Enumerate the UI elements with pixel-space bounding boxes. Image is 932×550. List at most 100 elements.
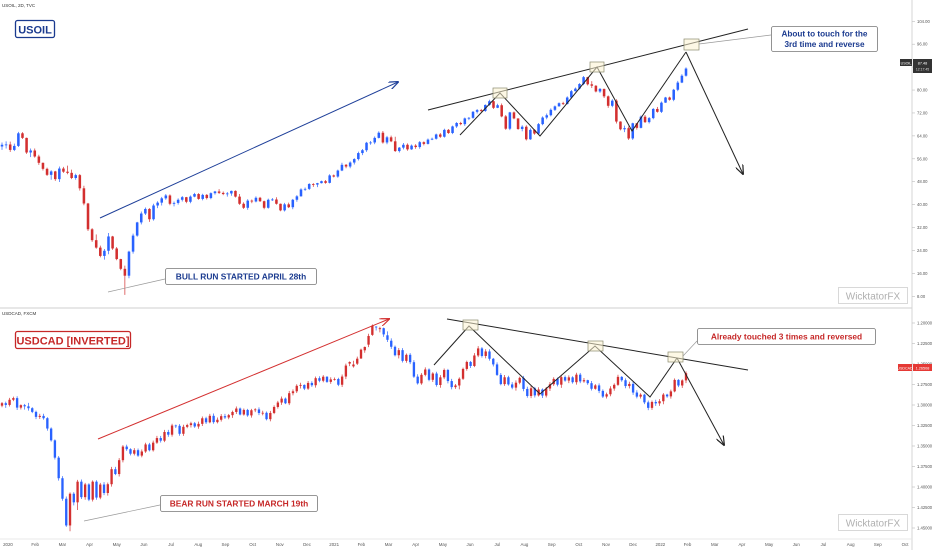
usoil-candle-18 <box>74 173 77 180</box>
usoil-candle-body <box>656 108 659 112</box>
usdcad-candle-175 <box>662 393 665 405</box>
usoil-price-tick-label-7: 48.00 <box>917 179 928 184</box>
usoil-projection-arrow <box>685 51 743 174</box>
usdcad-price-value: 1.26508 <box>916 366 930 370</box>
usoil-candle-33 <box>135 221 139 237</box>
usdcad-candle-body <box>333 379 336 380</box>
usdcad-candle-body <box>12 398 15 400</box>
usdcad-candle-108 <box>408 353 412 365</box>
usoil-candle-158 <box>647 116 651 124</box>
time-tick-label-0: 2020 <box>3 542 13 547</box>
usdcad-candle-104 <box>393 345 397 357</box>
usoil-candle-60 <box>246 199 250 210</box>
usoil-candle-body <box>193 194 196 197</box>
usdcad-candle-17 <box>65 496 68 527</box>
usoil-candle-body <box>447 129 450 134</box>
usoil-candle-133 <box>545 113 549 120</box>
usoil-candle-body <box>336 170 340 177</box>
usoil-candle-body <box>275 199 278 204</box>
usoil-candle-body <box>135 222 139 236</box>
usdcad-candle-150 <box>567 375 571 384</box>
usoil-candle-body <box>664 97 667 103</box>
usoil-candle-body <box>496 105 499 108</box>
usoil-candle-body <box>25 137 28 153</box>
usoil-candle-48 <box>197 193 200 200</box>
usoil-candle-71 <box>291 198 295 210</box>
usoil-candle-53 <box>217 189 221 195</box>
usoil-candle-25 <box>103 249 106 260</box>
usdcad-candle-178 <box>673 378 676 393</box>
usoil-candle-21 <box>86 202 90 231</box>
usoil-candle-body <box>295 196 299 200</box>
usdcad-candle-96 <box>363 346 366 353</box>
usoil-candle-75 <box>307 183 311 191</box>
usdcad-touch-box-1 <box>462 319 479 331</box>
usoil-candle-17 <box>70 169 73 180</box>
bear-run-callout: BEAR RUN STARTED MARCH 19th <box>160 495 318 512</box>
usoil-candle-14 <box>58 166 61 183</box>
usoil-candle-63 <box>258 196 262 203</box>
usdcad-candle-164 <box>620 376 623 382</box>
usoil-candle-body <box>385 137 389 143</box>
usoil-price-tick-label-5: 64.00 <box>917 133 928 138</box>
usdcad-candle-body <box>348 362 351 364</box>
usdcad-candle-43 <box>163 429 166 443</box>
usdcad-candle-48 <box>182 424 185 436</box>
usdcad-candle-body <box>439 377 442 385</box>
usdcad-candle-body <box>344 365 348 377</box>
usdcad-candle-162 <box>613 383 616 391</box>
usoil-price-value: 87.48 <box>918 62 928 66</box>
third-touch-leader <box>698 34 772 45</box>
usoil-candle-body <box>459 122 463 125</box>
usdcad-candle-110 <box>416 374 419 385</box>
usdcad-candle-body <box>250 410 253 416</box>
usdcad-candle-body <box>238 408 242 415</box>
usoil-candle-body <box>254 197 258 202</box>
usoil-candle-body <box>438 134 442 137</box>
usdcad-candle-174 <box>658 399 661 406</box>
usdcad-candle-body <box>442 369 446 378</box>
three-touches-leader <box>682 340 698 357</box>
usdcad-candle-20 <box>76 479 79 511</box>
usdcad-candle-99 <box>374 326 378 331</box>
usoil-candle-body <box>291 199 295 208</box>
usoil-candle-39 <box>160 196 164 206</box>
usoil-candle-body <box>455 122 458 127</box>
usoil-candle-70 <box>287 202 290 209</box>
usdcad-candle-body <box>616 376 620 385</box>
time-tick-label-32: Sep <box>874 542 882 547</box>
time-tick-label-7: Aug <box>194 542 202 547</box>
usdcad-candle-125 <box>473 353 476 368</box>
usoil-candle-body <box>406 144 409 150</box>
usdcad-candle-69 <box>261 410 264 416</box>
usdcad-candle-60 <box>227 413 230 420</box>
usdcad-candle-body <box>597 385 601 391</box>
usoil-candle-111 <box>455 122 458 128</box>
usdcad-candle-body <box>65 498 68 526</box>
usoil-resistance-line <box>427 28 749 111</box>
usdcad-candle-170 <box>643 393 646 405</box>
usdcad-price-tick-label-3: 1.27500 <box>917 382 932 387</box>
usdcad-candle-body <box>427 369 431 380</box>
usdcad-candle-46 <box>174 424 178 429</box>
usdcad-candle-body <box>586 380 589 384</box>
usoil-candle-61 <box>250 199 254 204</box>
usdcad-candle-77 <box>291 389 295 396</box>
usdcad-candle-body <box>480 348 484 356</box>
usoil-candle-105 <box>430 137 434 141</box>
usoil-candle-body <box>99 247 102 256</box>
usdcad-candle-165 <box>624 378 627 389</box>
usdcad-candle-body <box>276 402 280 407</box>
usoil-candle-body <box>185 197 188 202</box>
usdcad-candle-119 <box>450 378 453 390</box>
usdcad-candle-45 <box>170 423 174 437</box>
usoil-candle-62 <box>254 196 258 203</box>
usdcad-candle-84 <box>318 376 321 383</box>
usdcad-candle-body <box>609 388 612 395</box>
usdcad-candle-168 <box>635 390 639 399</box>
usdcad-candle-86 <box>325 376 329 383</box>
usdcad-candle-body <box>601 390 605 397</box>
usdcad-candle-body <box>291 391 295 394</box>
usoil-candle-body <box>672 89 675 100</box>
usdcad-candle-body <box>571 377 574 383</box>
